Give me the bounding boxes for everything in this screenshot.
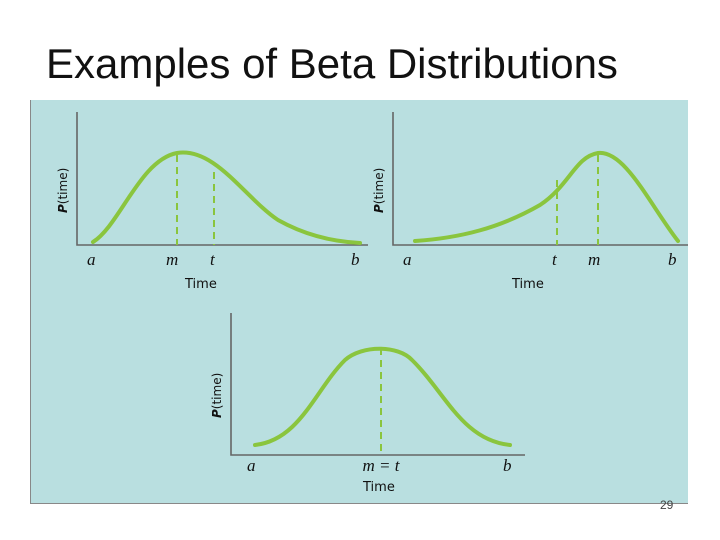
- diagram2-label-a: a: [403, 250, 412, 269]
- slide-title: Examples of Beta Distributions: [46, 40, 618, 87]
- diagram2-label-m: m: [588, 250, 600, 269]
- diagram3-label-b: b: [503, 456, 512, 475]
- diagram3-curve: [253, 346, 512, 447]
- diagram3-x-axis-label: Time: [362, 480, 395, 495]
- diagram2-label-t: t: [552, 250, 558, 269]
- diagram3-label-m-equals-t: m = t: [363, 456, 401, 475]
- diagram3-y-axis-label: P(time): [210, 373, 224, 418]
- diagram2-x-axis-label: Time: [511, 277, 544, 292]
- diagram3-label-a: a: [247, 456, 256, 475]
- diagram3-axes: [230, 313, 525, 456]
- diagram-symmetric: P(time) a m = t b Time: [210, 313, 525, 495]
- diagram1-x-axis-label: Time: [184, 277, 217, 292]
- page-number: 29: [660, 498, 674, 512]
- diagram1-axes: [76, 112, 368, 246]
- diagram1-y-axis-label: P(time): [56, 168, 70, 213]
- diagram1-label-b: b: [351, 250, 360, 269]
- diagram-right-skewed: P(time) a m t b Time: [56, 112, 368, 292]
- diagram2-y-axis-label: P(time): [372, 168, 386, 213]
- diagram2-axes: [392, 112, 688, 246]
- diagram2-label-b: b: [668, 250, 677, 269]
- diagram2-curve: [413, 150, 680, 243]
- diagram-left-skewed: P(time) a t m b Time: [372, 112, 688, 292]
- diagram1-curve: [91, 150, 362, 245]
- diagram1-label-a: a: [87, 250, 96, 269]
- diagram1-label-t: t: [210, 250, 216, 269]
- diagram1-label-m: m: [166, 250, 178, 269]
